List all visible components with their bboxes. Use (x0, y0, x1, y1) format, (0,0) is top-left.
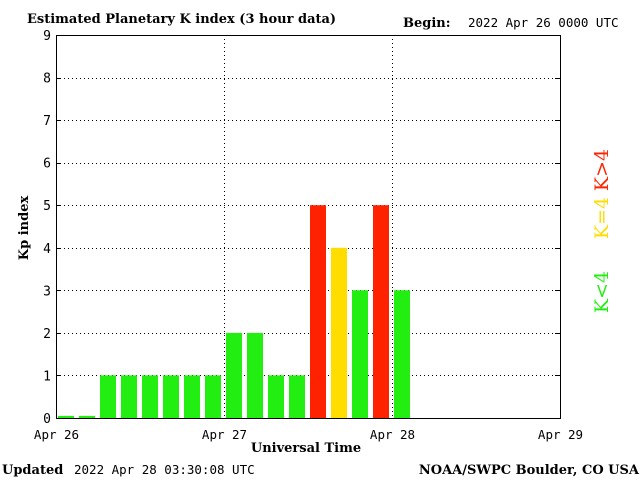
x-tick-label: Apr 26 (34, 427, 79, 442)
y-tick-label: 9 (43, 29, 51, 44)
kp-bar (142, 375, 158, 418)
x-axis-ticks: Apr 26 Apr 27 Apr 28 Apr 29 (34, 427, 583, 442)
legend-low: K<4 (591, 271, 613, 313)
y-tick-label: 5 (43, 199, 51, 214)
legend-high: K>4 (591, 149, 613, 191)
x-tick-label: Apr 29 (538, 427, 583, 442)
kp-bar (310, 205, 326, 418)
y-tick-label: 4 (43, 242, 51, 257)
kp-bar (205, 375, 221, 418)
y-tick-label: 2 (43, 327, 51, 342)
x-tick-label: Apr 27 (202, 427, 247, 442)
updated-value: 2022 Apr 28 03:30:08 UTC (74, 462, 255, 477)
y-tick-label: 8 (43, 72, 51, 87)
kp-bar (247, 332, 263, 418)
kp-bar (352, 290, 368, 418)
x-axis-label: Universal Time (251, 441, 361, 456)
kp-bar (373, 205, 389, 418)
kp-bar (58, 415, 74, 418)
y-tick-label: 1 (43, 369, 51, 384)
y-tick-label: 3 (43, 284, 51, 299)
updated-label: Updated (2, 463, 63, 478)
kp-bar (289, 375, 305, 418)
plot-frame (56, 35, 561, 419)
y-tick-label: 7 (43, 114, 51, 129)
x-tick-label: Apr 28 (370, 427, 415, 442)
y-axis-label: Kp index (17, 196, 32, 261)
kp-bar (121, 375, 137, 418)
kp-bar (331, 247, 347, 418)
begin-label: Begin: (403, 16, 451, 31)
chart-title: Estimated Planetary K index (3 hour data… (27, 12, 336, 27)
kp-bar (79, 415, 95, 418)
legend-equal: K=4 (591, 197, 613, 239)
begin-value: 2022 Apr 26 0000 UTC (468, 15, 619, 30)
y-axis-ticks: 0 1 2 3 4 5 6 7 8 9 (43, 29, 560, 427)
source-credit: NOAA/SWPC Boulder, CO USA (419, 463, 640, 478)
kp-bar (394, 290, 410, 418)
y-tick-label: 0 (43, 412, 51, 427)
grid (56, 35, 560, 418)
y-tick-label: 6 (43, 157, 51, 172)
kp-bar (184, 375, 200, 418)
kp-bar (100, 375, 116, 418)
kp-bar (226, 332, 242, 418)
kp-bar (268, 375, 284, 418)
kp-bar (163, 375, 179, 418)
bars (58, 205, 410, 418)
